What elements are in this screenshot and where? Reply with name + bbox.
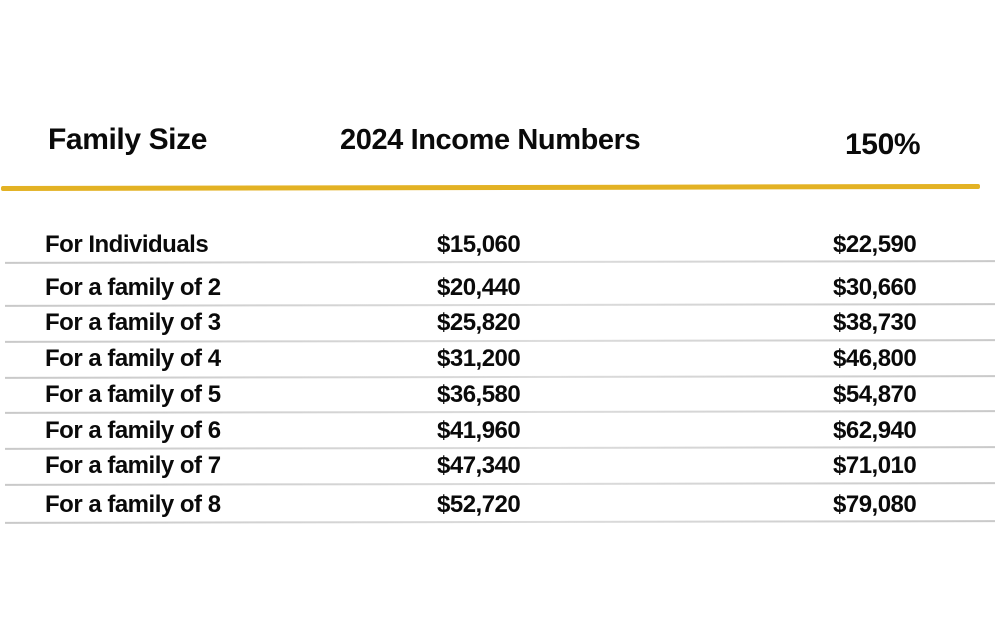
income-150pct-value: $54,870 bbox=[833, 381, 917, 408]
income-150pct-value: $62,940 bbox=[833, 417, 917, 444]
table-row: For a family of 2 $20,440 $30,660 bbox=[0, 271, 1000, 305]
income-150pct-value: $30,660 bbox=[833, 274, 917, 301]
income-2024-value: $52,720 bbox=[437, 491, 521, 518]
row-label: For a family of 3 bbox=[45, 309, 221, 336]
row-label: For a family of 4 bbox=[45, 345, 221, 372]
income-2024-value: $31,200 bbox=[437, 345, 521, 372]
table-row: For a family of 8 $52,720 $79,080 bbox=[0, 488, 1000, 522]
table-row: For a family of 7 $47,340 $71,010 bbox=[0, 449, 1000, 483]
row-separator-line bbox=[4, 260, 996, 264]
table-row: For Individuals $15,060 $22,590 bbox=[0, 228, 1000, 262]
row-label: For Individuals bbox=[45, 231, 209, 258]
income-2024-value: $15,060 bbox=[437, 231, 521, 258]
table-row: For a family of 5 $36,580 $54,870 bbox=[0, 378, 1000, 412]
row-label: For a family of 2 bbox=[45, 274, 221, 301]
column-header-family-size: Family Size bbox=[48, 123, 208, 156]
row-separator-line bbox=[4, 482, 996, 486]
column-header-150-percent: 150% bbox=[845, 128, 921, 161]
income-2024-value: $25,820 bbox=[437, 309, 521, 336]
table-row: For a family of 3 $25,820 $38,730 bbox=[0, 306, 1000, 340]
table-row: For a family of 4 $31,200 $46,800 bbox=[0, 342, 1000, 376]
row-label: For a family of 7 bbox=[45, 452, 221, 479]
gold-divider-line bbox=[0, 183, 981, 192]
income-2024-value: $47,340 bbox=[437, 452, 521, 479]
income-2024-value: $20,440 bbox=[437, 274, 521, 301]
table-row: For a family of 6 $41,960 $62,940 bbox=[0, 414, 1000, 448]
income-150pct-value: $71,010 bbox=[833, 452, 917, 479]
row-label: For a family of 6 bbox=[45, 417, 221, 444]
income-2024-value: $36,580 bbox=[437, 381, 521, 408]
income-150pct-value: $38,730 bbox=[833, 309, 917, 336]
income-150pct-value: $79,080 bbox=[833, 491, 917, 518]
row-separator-line bbox=[4, 520, 996, 524]
column-header-2024-income-numbers: 2024 Income Numbers bbox=[340, 124, 641, 156]
income-150pct-value: $22,590 bbox=[833, 231, 917, 258]
income-150pct-value: $46,800 bbox=[833, 345, 917, 372]
row-label: For a family of 5 bbox=[45, 381, 221, 408]
income-2024-value: $41,960 bbox=[437, 417, 521, 444]
row-label: For a family of 8 bbox=[45, 491, 221, 518]
